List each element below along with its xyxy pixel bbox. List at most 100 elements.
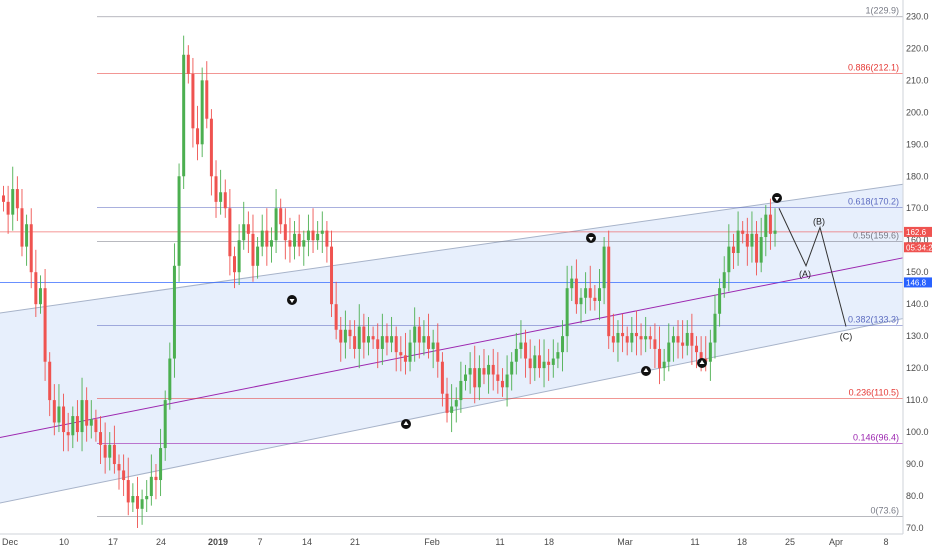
x-tick-label: 24 bbox=[156, 537, 166, 547]
fib-level-label: 0(73.6) bbox=[870, 505, 899, 515]
wave-label: (A) bbox=[799, 269, 811, 279]
candle-body bbox=[440, 361, 444, 394]
y-tick-label: 110.0 bbox=[906, 395, 928, 405]
price-axis[interactable]: 70.0 80.0 90.0 100.0 110.0 120.0 130.0 140.0 150… bbox=[902, 0, 932, 550]
candle-body bbox=[57, 406, 61, 423]
channel-lower-line bbox=[0, 318, 904, 504]
candle-body bbox=[547, 361, 551, 365]
candle-body bbox=[436, 342, 440, 362]
candle-body bbox=[528, 358, 532, 369]
candle-body bbox=[584, 288, 588, 298]
candle-body bbox=[390, 336, 394, 343]
candle-body bbox=[658, 348, 662, 369]
candle-body bbox=[380, 336, 384, 349]
time-axis[interactable]: Dec 10 17 24 2019 7 14 21 Feb 11 18 Mar 11 18 25 Apr 8 bbox=[0, 533, 932, 550]
y-tick-label: 90.0 bbox=[906, 459, 924, 469]
candle-body bbox=[699, 352, 703, 359]
candle-body bbox=[533, 355, 537, 369]
candle-body bbox=[251, 233, 255, 266]
fib-level-label: 0.886(212.1) bbox=[848, 63, 899, 73]
candle-body bbox=[126, 480, 130, 503]
candle-body bbox=[422, 336, 426, 343]
price-badge bbox=[904, 226, 932, 237]
candle-body bbox=[200, 80, 204, 145]
down-arrow-circle-icon bbox=[772, 193, 782, 203]
x-tick-label: Dec bbox=[2, 537, 19, 547]
candle-body bbox=[621, 332, 625, 337]
candle-body bbox=[431, 342, 435, 349]
candle-body bbox=[496, 374, 500, 381]
candle-body bbox=[80, 400, 84, 433]
x-tick-label: 18 bbox=[737, 537, 747, 547]
wave-label: (C) bbox=[840, 332, 853, 342]
candle-body bbox=[459, 380, 463, 401]
channel-midline bbox=[0, 257, 904, 438]
candle-body bbox=[353, 336, 357, 349]
x-tick-label: 2019 bbox=[208, 537, 228, 547]
fib-level-label: 0.618(170.2) bbox=[848, 197, 899, 207]
candle-body bbox=[611, 336, 615, 343]
candle-body bbox=[713, 313, 717, 343]
candle-body bbox=[690, 332, 694, 346]
candle-body bbox=[514, 348, 518, 362]
candle-body bbox=[348, 329, 352, 337]
candle-body bbox=[491, 364, 495, 375]
candle-body bbox=[427, 336, 431, 349]
candle-body bbox=[376, 339, 380, 349]
candle-body bbox=[413, 326, 417, 343]
candle-body bbox=[219, 192, 223, 202]
candle-body bbox=[339, 329, 343, 343]
candle-body bbox=[556, 352, 560, 359]
candle-body bbox=[85, 400, 89, 426]
candle-body bbox=[228, 208, 232, 257]
candle-body bbox=[565, 288, 569, 337]
channel-fill bbox=[0, 184, 903, 503]
candle-body bbox=[500, 380, 504, 388]
candle-body bbox=[464, 374, 467, 381]
candle-body bbox=[727, 246, 731, 273]
y-tick-label: 190.0 bbox=[906, 139, 929, 149]
candle-body bbox=[394, 336, 398, 353]
candle-body bbox=[6, 201, 10, 215]
x-tick-label: 14 bbox=[302, 537, 312, 547]
marker-arrow bbox=[403, 421, 409, 425]
candle-body bbox=[639, 336, 643, 340]
candle-body bbox=[89, 419, 93, 426]
candle-body bbox=[454, 400, 458, 407]
candle-body bbox=[66, 432, 70, 436]
candle-body bbox=[385, 336, 389, 343]
candle-body bbox=[288, 240, 292, 247]
candle-body bbox=[325, 230, 329, 247]
projection-path bbox=[778, 208, 847, 327]
y-tick-label: 230.0 bbox=[906, 11, 929, 21]
candle-body bbox=[524, 342, 528, 359]
x-tick-label: Apr bbox=[829, 537, 843, 547]
candle-body bbox=[131, 496, 135, 503]
marker-arrow bbox=[289, 299, 295, 303]
x-tick-label: 25 bbox=[785, 537, 795, 547]
candle-body bbox=[168, 358, 172, 401]
candle-body bbox=[140, 499, 144, 509]
candle-body bbox=[695, 345, 698, 353]
candle-body bbox=[233, 256, 236, 273]
candle-body bbox=[542, 361, 546, 369]
candle-body bbox=[242, 224, 246, 241]
candle-body bbox=[764, 214, 768, 238]
candle-body bbox=[561, 336, 565, 353]
candle-body bbox=[122, 470, 126, 481]
y-tick-label: 170.0 bbox=[906, 203, 929, 213]
candle-body bbox=[38, 288, 42, 305]
candle-body bbox=[662, 361, 666, 369]
candle-body bbox=[269, 240, 273, 247]
candle-body bbox=[399, 352, 403, 356]
price-axis-bg bbox=[903, 0, 932, 550]
candle-body bbox=[43, 288, 47, 362]
candle-body bbox=[75, 416, 79, 433]
x-tick-label: 11 bbox=[690, 537, 699, 547]
candle-body bbox=[159, 448, 163, 481]
candle-body bbox=[112, 444, 116, 465]
candle-body bbox=[205, 80, 209, 119]
candle-body bbox=[135, 496, 139, 509]
x-tick-label: Mar bbox=[617, 537, 633, 547]
